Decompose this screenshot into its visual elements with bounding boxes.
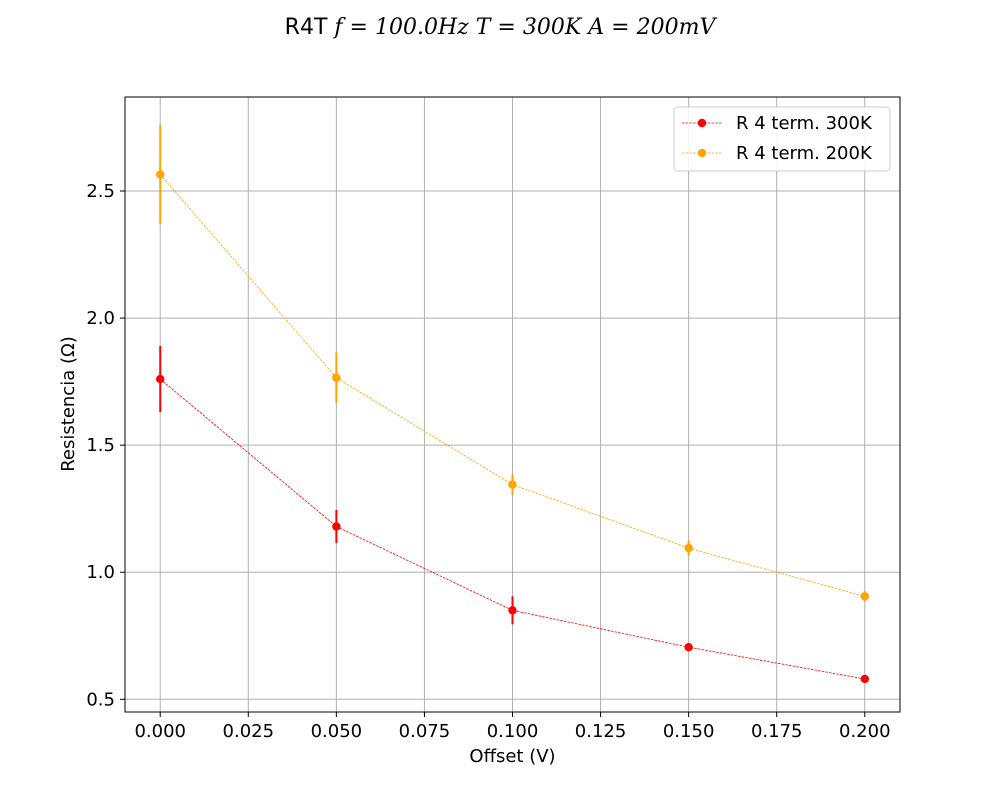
data-point [332,522,341,531]
data-point [684,543,693,553]
x-tick-label: 0.050 [311,721,363,742]
series-layer [156,124,869,684]
x-tick-label: 0.125 [575,721,627,742]
legend-label: R 4 term. 200K [736,143,873,164]
x-axis-label: Offset (V) [469,746,555,767]
data-point [332,373,341,383]
series-1 [156,124,869,602]
y-tick-label: 1.0 [86,562,115,583]
x-tick-label: 0.150 [663,721,715,742]
x-tick-label: 0.200 [839,721,891,742]
series-0 [156,346,869,684]
title-a-value: 200 [636,15,679,40]
data-point [508,480,517,489]
series-line [159,378,865,680]
y-axis-label: Resistencia (Ω) [58,336,79,472]
x-tick-label: 0.175 [751,721,803,742]
y-tick-label: 0.5 [86,689,115,710]
data-point [508,606,517,615]
legend: R 4 term. 300K R 4 term. 200K [673,106,891,172]
data-point [860,592,869,601]
title-f-value: 100.0 [375,15,438,40]
x-axis: 0.000 0.025 0.050 0.075 0.100 0.125 0.150 0.175… [134,712,891,742]
title-f-unit: Hz [437,15,469,40]
legend-marker [697,148,707,158]
y-tick-label: 2.5 [86,181,115,202]
y-tick-label: 1.5 [86,435,115,456]
grid [125,97,900,712]
chart-title: R4T f = 100.0Hz T = 300K A = 200mV [285,15,718,40]
title-a-unit: mV [679,15,718,40]
legend-label: R 4 term. 300K [736,113,873,134]
x-tick-label: 0.100 [487,721,539,742]
data-point [860,674,869,684]
title-a-symbol: A [586,15,604,40]
title-t-value: 300 [523,15,565,40]
x-tick-label: 0.075 [399,721,451,742]
x-tick-label: 0.000 [134,721,186,742]
x-tick-label: 0.025 [223,721,275,742]
data-point [156,374,165,384]
data-point [156,170,165,179]
legend-marker [697,118,707,128]
title-prefix: R4T [285,15,335,40]
data-point [684,642,693,652]
title-t-unit: K [564,15,583,40]
y-axis: 0.5 1.0 1.5 2.0 2.5 [86,181,125,710]
title-t-symbol: T [476,15,493,40]
legend-box [673,106,891,172]
y-tick-label: 2.0 [86,308,115,329]
